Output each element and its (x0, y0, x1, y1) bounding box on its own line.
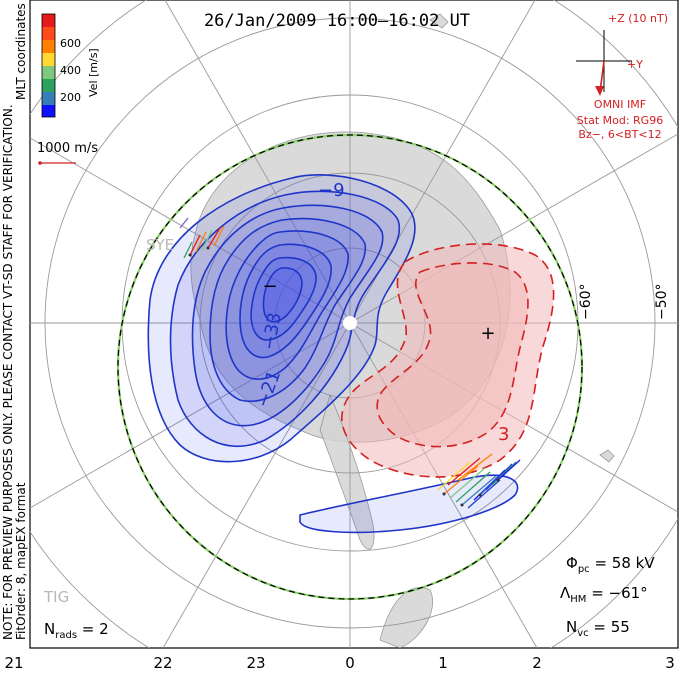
mlt-tick-1: 1 (438, 654, 448, 672)
colorbar-tick-200: 200 (60, 91, 81, 104)
neg-contour-3 (191, 204, 384, 427)
latitude-label-60: −60° (578, 283, 594, 320)
stat-phi-pc: Φpc = 58 kV (566, 554, 655, 575)
contour-label-pos3: 3 (498, 424, 509, 445)
stat-nrads: Nrads = 2 (44, 620, 109, 641)
south-america-land (379, 587, 433, 648)
negative-cell (147, 174, 519, 534)
stat-nvc: Nvc = 55 (566, 618, 630, 639)
mlt-tick-22: 22 (153, 654, 172, 672)
contour-label-neg9: −9 (318, 180, 345, 201)
station-sye: SYE (146, 236, 174, 254)
station-tig: TIG (43, 588, 69, 606)
positive-cell (341, 243, 555, 478)
neg-contour-5 (225, 230, 349, 380)
colorbar-tick-400: 400 (60, 64, 81, 77)
imf-stat-mod: Stat Mod: RG96 (577, 114, 663, 127)
stats-block: Φpc = 58 kV ΛHM = −61° Nvc = 55 Nrads = … (44, 554, 655, 641)
imf-conditions: Bz−, 6<BT<12 (578, 128, 661, 141)
magnetic-pole (343, 316, 357, 330)
colorbar-label: Vel [m/s] (87, 48, 100, 97)
preview-note: NOTE: FOR PREVIEW PURPOSES ONLY. PLEASE … (1, 104, 15, 640)
fit-order-note: FitOrder: 8, mapEX format (14, 482, 28, 640)
reference-vector-label: 1000 m/s (37, 141, 98, 156)
neg-contour-8 (262, 267, 303, 323)
pos-contour-2 (376, 262, 529, 448)
island-1 (599, 449, 615, 463)
neg-contour-4 (209, 217, 367, 402)
mlt-tick-23: 23 (246, 654, 265, 672)
neg-secondary-lobe (299, 474, 519, 534)
latitude-label-50: −50° (654, 283, 670, 320)
velocity-colorbar: 600 400 200 Vel [m/s] (41, 13, 100, 118)
reference-vector-origin (38, 161, 42, 165)
mlt-tick-0: 0 (345, 654, 355, 672)
hm-boundary-black (117, 134, 583, 600)
velocity-vectors-dawn (437, 453, 521, 509)
mlt-tick-2: 2 (532, 654, 542, 672)
imf-arrowhead (595, 86, 604, 96)
neg-contour-1 (147, 174, 416, 463)
colorbar-tick-600: 600 (60, 37, 81, 50)
potential-max-marker: + (480, 323, 495, 344)
mlt-axis: 21 22 23 0 1 2 3 (4, 654, 674, 672)
imf-y-label: +Y (627, 58, 643, 71)
mlt-tick-3: 3 (665, 654, 675, 672)
mlt-tick-21: 21 (4, 654, 23, 672)
map-title: 26/Jan/2009 16:00–16:02 UT (204, 11, 470, 31)
imf-z-label: +Z (10 nT) (608, 12, 668, 25)
mlt-coordinates-label: MLT coordinates (14, 3, 28, 100)
stat-lambda-hm: ΛHM = −61° (560, 584, 648, 605)
velocity-vectors-dusk (179, 217, 225, 259)
potential-min-marker: − (262, 276, 277, 297)
imf-source: OMNI IMF (594, 98, 646, 111)
island-2 (429, 13, 449, 29)
imf-dial: +Z (10 nT) +Y OMNI IMF Stat Mod: RG96 Bz… (576, 12, 668, 141)
neg-contour-2 (169, 190, 401, 448)
